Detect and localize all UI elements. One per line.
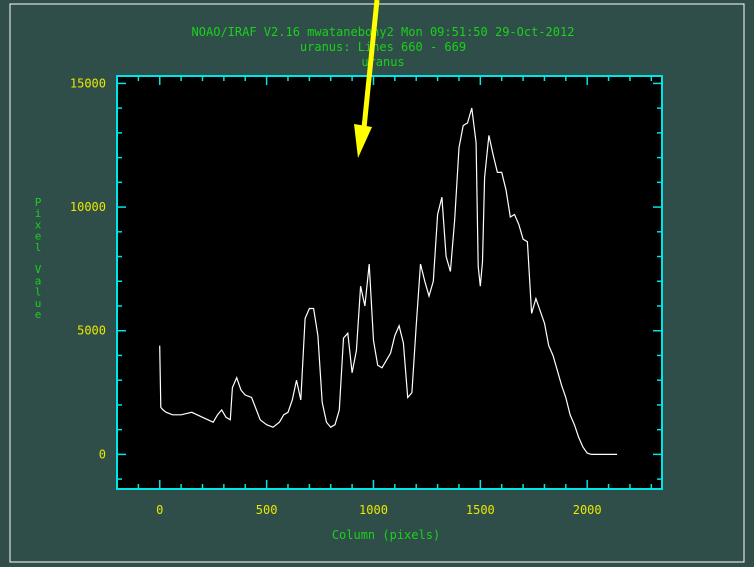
header-line-1: NOAO/IRAF V2.16 mwatanebony2 Mon 09:51:5… [192,25,575,39]
x-axis-label: Column (pixels) [332,528,440,542]
y-tick-label: 0 [99,447,106,461]
y-axis-label-char: x [35,218,42,231]
y-axis-label-char: u [35,297,42,310]
y-axis-label-char: l [35,241,42,254]
y-axis-label-char: e [35,308,42,321]
plot-area [117,76,662,489]
y-axis-label-char: V [35,263,42,276]
data-series-line [159,107,618,455]
y-tick-label: 10000 [70,200,106,214]
header-line-2: uranus: Lines 660 - 669 [300,40,466,54]
y-axis-label-char: e [35,230,42,243]
x-tick-label: 2000 [573,503,602,517]
plot-frame [116,75,663,490]
y-axis-label-char: i [35,207,42,220]
y-axis-label-char: l [35,286,42,299]
yellow-arrow-icon [354,0,380,158]
x-tick-label: 500 [256,503,278,517]
y-tick-labels: 0 5000 10000 15000 [70,76,106,461]
x-tick-label: 1000 [359,503,388,517]
y-tick-label: 15000 [70,76,106,90]
y-axis-label-char: P [35,196,42,209]
x-tick-label: 1500 [466,503,495,517]
x-tick-labels: 0 500 1000 1500 2000 [156,503,602,517]
y-tick-label: 5000 [77,324,106,338]
x-tick-label: 0 [156,503,163,517]
y-axis-label-char: a [35,274,42,287]
